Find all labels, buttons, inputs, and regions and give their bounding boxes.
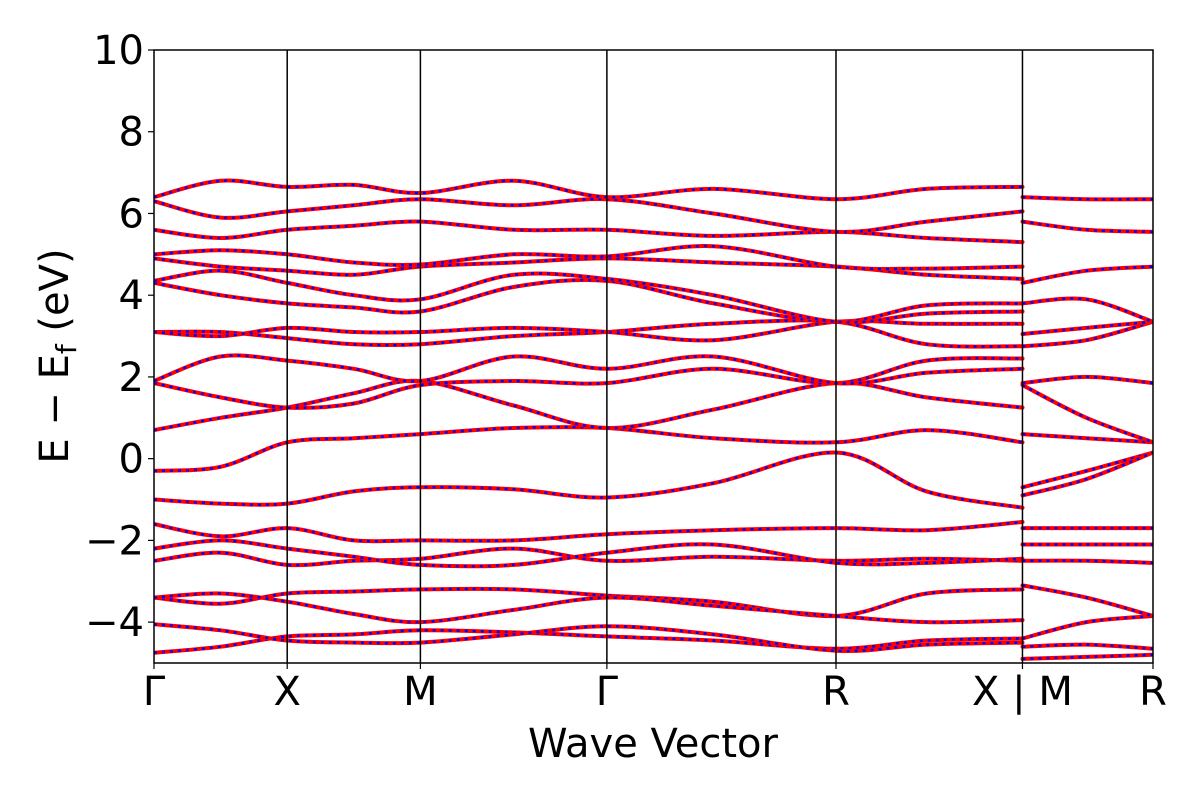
band-line-6 — [154, 520, 1025, 544]
band-line-36 — [1020, 264, 1153, 285]
band-line-dotted-12 — [154, 319, 1023, 348]
band-line-dotted-36 — [1022, 265, 1153, 285]
y-tick-label-2: 0 — [119, 437, 144, 483]
band-line-dotted-9 — [154, 379, 1023, 432]
band-line-18 — [154, 219, 1025, 245]
band-line-22 — [1020, 642, 1153, 651]
y-tick-label-5: 6 — [119, 191, 144, 237]
band-line-dotted-29 — [1022, 451, 1153, 497]
y-tick-label-0: −4 — [85, 600, 144, 646]
y-axis-label: E − Ef (eV) — [32, 248, 83, 463]
band-line-25 — [1020, 558, 1153, 565]
band-line-dotted-28 — [1022, 451, 1153, 489]
band-line-dotted-7 — [154, 451, 1023, 509]
band-line-dotted-6 — [154, 520, 1023, 543]
band-line-dotted-32 — [1021, 383, 1153, 444]
x-axis-label: Wave Vector — [528, 721, 779, 767]
band-line-dotted-8 — [154, 425, 1023, 473]
band-line-dotted-33 — [1022, 320, 1153, 348]
band-line-38 — [1020, 195, 1153, 202]
band-line-14 — [154, 278, 1025, 324]
band-line-dotted-31 — [1022, 375, 1153, 385]
band-line-dotted-1 — [154, 622, 1023, 653]
y-tick-label-1: −2 — [85, 518, 144, 564]
x-tick-label-6: R — [1139, 669, 1167, 715]
y-tick-label-7: 10 — [93, 28, 144, 74]
band-line-5 — [154, 538, 1025, 569]
x-tick-label-5: X | M — [972, 669, 1073, 715]
x-tick-label-3: Γ — [596, 669, 619, 715]
band-line-3 — [154, 591, 1025, 625]
band-line-35 — [1020, 296, 1153, 324]
band-line-9 — [154, 378, 1025, 433]
band-line-dotted-34 — [1022, 320, 1153, 336]
y-tick-label-3: 2 — [119, 355, 144, 401]
band-line-dotted-18 — [154, 220, 1023, 244]
y-axis-label-sub: f — [50, 343, 83, 354]
band-line-dotted-14 — [154, 278, 1023, 324]
x-axis-ticks: Γ X M Γ R X | M R — [143, 663, 1167, 715]
y-tick-label-4: 4 — [119, 273, 144, 319]
band-line-dotted-17 — [154, 244, 1023, 271]
y-axis-label-unit: (eV) — [32, 248, 78, 344]
x-tick-label-4: R — [822, 669, 850, 715]
band-line-2 — [154, 586, 1025, 619]
band-line-7 — [154, 450, 1025, 510]
band-line-dotted-4 — [154, 547, 1023, 567]
y-axis-label-main: E − E — [32, 354, 78, 464]
x-tick-label-2: M — [403, 669, 438, 715]
band-line-dotted-23 — [1022, 614, 1153, 640]
band-line-dotted-0 — [154, 629, 1023, 655]
band-line-21 — [1020, 652, 1153, 661]
band-line-dotted-11 — [154, 354, 1023, 385]
band-line-29 — [1020, 450, 1153, 498]
high-symmetry-lines — [286, 50, 1024, 663]
band-line-17 — [154, 244, 1025, 271]
band-line-15 — [154, 268, 1025, 325]
y-tick-label-6: 8 — [119, 110, 144, 156]
band-line-dotted-3 — [154, 592, 1023, 624]
band-line-dotted-30 — [1022, 432, 1153, 444]
band-line-dotted-5 — [154, 539, 1023, 568]
x-tick-label-1: X — [273, 669, 300, 715]
band-line-dotted-19 — [154, 197, 1023, 234]
band-line-12 — [154, 318, 1025, 349]
plot-frame — [153, 49, 1154, 664]
y-axis-ticks: −4 −2 0 2 4 6 8 10 — [85, 28, 154, 646]
x-tick-label-0: Γ — [143, 669, 166, 715]
band-line-dotted-37 — [1022, 220, 1153, 234]
band-line-dotted-20 — [154, 179, 1023, 201]
band-line-dotted-35 — [1022, 297, 1153, 323]
band-lines — [154, 178, 1153, 661]
band-line-23 — [1020, 614, 1153, 641]
band-line-dotted-10 — [154, 356, 1023, 410]
band-line-dotted-24 — [1022, 584, 1153, 618]
band-line-20 — [154, 178, 1025, 202]
